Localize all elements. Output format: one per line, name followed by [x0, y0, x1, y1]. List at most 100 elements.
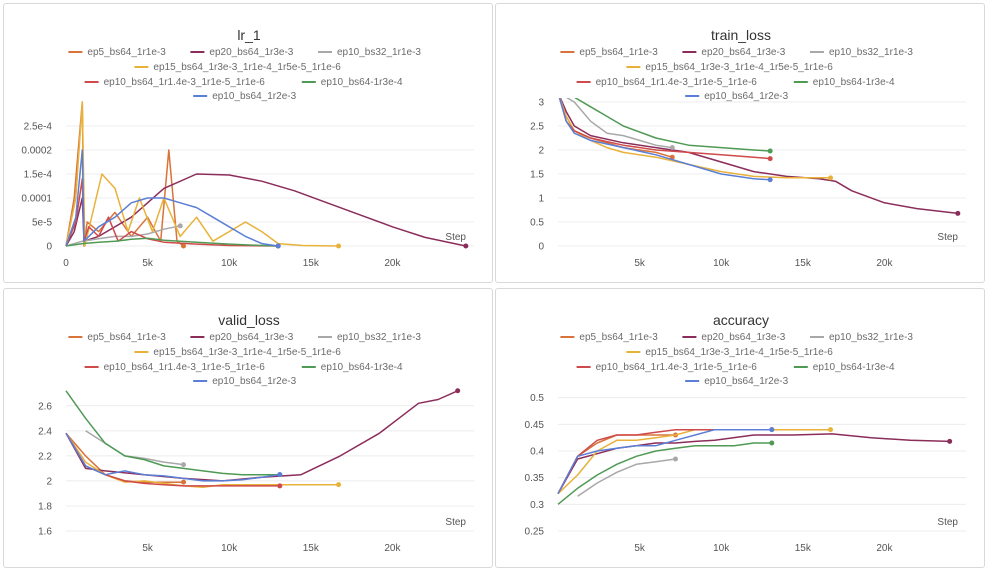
- series-end-point[interactable]: [828, 427, 834, 433]
- legend-item-ep5-bs64-1r1e-3[interactable]: ep5_bs64_1r1e-3: [560, 332, 658, 343]
- x-tick-label: 10k: [713, 543, 730, 554]
- legend-item-ep10-bs32-1r1e-3[interactable]: ep10_bs32_1r1e-3: [318, 47, 421, 58]
- y-tick-label: 1: [538, 194, 544, 205]
- series-line-ep10-bs64-1r2e-3[interactable]: [557, 428, 772, 495]
- x-tick-label: 5k: [634, 258, 646, 269]
- legend-item-ep20-bs64-1r3e-3[interactable]: ep20_bs64_1r3e-3: [682, 47, 786, 58]
- legend-item-ep10-bs64-1r2e-3[interactable]: ep10_bs64_1r2e-3: [685, 376, 789, 387]
- series-end-point[interactable]: [669, 145, 675, 151]
- legend-item-ep10-bs64-1r1-4e-3-1r1e-5-1r1e-6[interactable]: ep10_bs64_1r1.4e-3_1r1e-5_1r1e-6: [84, 77, 266, 88]
- series-end-point[interactable]: [275, 243, 281, 249]
- y-tick-label: 2.5: [530, 122, 544, 133]
- x-axis-label: Step: [445, 232, 466, 243]
- legend-item-ep10-bs64-1r2e-3[interactable]: ep10_bs64_1r2e-3: [193, 376, 297, 387]
- legend-item-ep10-bs32-1r1e-3[interactable]: ep10_bs32_1r1e-3: [810, 47, 913, 58]
- series-line-ep15-bs64-1r3e-3-1r1e-4-1r5e-5-1r1e-6[interactable]: [558, 92, 831, 179]
- series-line-ep10-bs64-1r3e-4[interactable]: [557, 442, 772, 505]
- chart-title: valid_loss: [218, 312, 279, 328]
- series-line-ep10-bs32-1r1e-3[interactable]: [558, 92, 673, 149]
- legend-item-ep10-bs64-1r3e-4[interactable]: ep10_bs64-1r3e-4: [301, 362, 403, 373]
- legend-item-ep15-bs64-1r3e-3-1r1e-4-1r5e-5-1r1e-6[interactable]: ep15_bs64_1r3e-3_1r1e-4_1r5e-5_1r1e-6: [134, 347, 341, 358]
- chart-train-loss[interactable]: train_loss ep5_bs64_1r1e-3 ep20_bs64_1r3e-…: [496, 4, 986, 284]
- series-line-ep20-bs64-1r3e-3[interactable]: [558, 92, 958, 215]
- series-end-point[interactable]: [455, 388, 461, 394]
- y-tick-label: 1.5: [530, 170, 544, 181]
- y-tick-label: 0: [538, 242, 544, 253]
- legend-label: ep20_bs64_1r3e-3: [701, 332, 785, 343]
- legend-item-ep10-bs64-1r2e-3[interactable]: ep10_bs64_1r2e-3: [193, 91, 297, 102]
- chart-panel-accuracy: accuracy ep5_bs64_1r1e-3 ep20_bs64_1r3e-3 e…: [495, 288, 985, 568]
- chart-panel-train-loss: train_loss ep5_bs64_1r1e-3 ep20_bs64_1r3e-…: [495, 3, 985, 283]
- series-end-point[interactable]: [277, 483, 283, 489]
- series-end-point[interactable]: [769, 440, 775, 446]
- series-line-ep5-bs64-1r1e-3[interactable]: [65, 432, 184, 483]
- y-tick-label: 0.3: [530, 500, 544, 511]
- y-tick-label: 0.5: [530, 218, 544, 229]
- y-tick-label: 2.6: [38, 401, 52, 412]
- series-end-point[interactable]: [177, 223, 183, 229]
- chart-valid-loss[interactable]: valid_loss ep5_bs64_1r1e-3 ep20_bs64_1r3e-…: [4, 289, 494, 569]
- series-end-point[interactable]: [767, 177, 773, 183]
- series-end-point[interactable]: [181, 243, 187, 249]
- legend-item-ep10-bs32-1r1e-3[interactable]: ep10_bs32_1r1e-3: [810, 332, 913, 343]
- legend-item-ep5-bs64-1r1e-3[interactable]: ep5_bs64_1r1e-3: [560, 47, 658, 58]
- chart-title: accuracy: [713, 312, 769, 328]
- legend-item-ep10-bs64-1r2e-3[interactable]: ep10_bs64_1r2e-3: [685, 91, 789, 102]
- x-tick-label: 15k: [303, 543, 320, 554]
- legend-item-ep10-bs32-1r1e-3[interactable]: ep10_bs32_1r1e-3: [318, 332, 421, 343]
- legend-item-ep10-bs64-1r3e-4[interactable]: ep10_bs64-1r3e-4: [301, 77, 403, 88]
- legend-item-ep10-bs64-1r3e-4[interactable]: ep10_bs64-1r3e-4: [793, 362, 895, 373]
- series-line-ep10-bs64-1r2e-3[interactable]: [65, 432, 280, 482]
- series-end-point[interactable]: [336, 243, 342, 249]
- legend-item-ep15-bs64-1r3e-3-1r1e-4-1r5e-5-1r1e-6[interactable]: ep15_bs64_1r3e-3_1r1e-4_1r5e-5_1r1e-6: [626, 347, 833, 358]
- series-end-point[interactable]: [463, 243, 469, 249]
- series-line-ep10-bs64-1r3e-4[interactable]: [65, 390, 280, 476]
- series-end-point[interactable]: [767, 148, 773, 154]
- legend-item-ep10-bs64-1r1-4e-3-1r1e-5-1r1e-6[interactable]: ep10_bs64_1r1.4e-3_1r1e-5_1r1e-6: [84, 362, 266, 373]
- y-tick-label: 0.25: [525, 527, 545, 538]
- legend-item-ep10-bs64-1r1-4e-3-1r1e-5-1r1e-6[interactable]: ep10_bs64_1r1.4e-3_1r1e-5_1r1e-6: [576, 362, 758, 373]
- series-line-ep10-bs64-1r3e-4[interactable]: [65, 237, 279, 247]
- legend-item-ep20-bs64-1r3e-3[interactable]: ep20_bs64_1r3e-3: [190, 332, 294, 343]
- series-line-ep20-bs64-1r3e-3[interactable]: [65, 390, 459, 482]
- series-end-point[interactable]: [955, 210, 961, 216]
- x-tick-label: 10k: [221, 543, 238, 554]
- y-tick-label: 2.4: [38, 426, 52, 437]
- series-end-point[interactable]: [277, 472, 283, 478]
- legend-item-ep20-bs64-1r3e-3[interactable]: ep20_bs64_1r3e-3: [190, 47, 294, 58]
- series-line-ep10-bs64-1r3e-4[interactable]: [558, 92, 771, 152]
- chart-panel-lr-1: lr_1 ep5_bs64_1r1e-3 ep20_bs64_1r3e-3 ep10_…: [3, 3, 493, 283]
- series-end-point[interactable]: [336, 482, 342, 488]
- x-axis-label: Step: [937, 232, 958, 243]
- series-end-point[interactable]: [181, 462, 187, 468]
- legend-label: ep10_bs64_1r1.4e-3_1r1e-5_1r1e-6: [596, 362, 758, 373]
- legend-item-ep5-bs64-1r1e-3[interactable]: ep5_bs64_1r1e-3: [68, 47, 166, 58]
- legend-item-ep15-bs64-1r3e-3-1r1e-4-1r5e-5-1r1e-6[interactable]: ep15_bs64_1r3e-3_1r1e-4_1r5e-5_1r1e-6: [626, 62, 833, 73]
- x-tick-label: 10k: [221, 258, 238, 269]
- chart-lr-1[interactable]: lr_1 ep5_bs64_1r1e-3 ep20_bs64_1r3e-3 ep10_…: [4, 4, 494, 284]
- series-line-ep10-bs32-1r1e-3[interactable]: [577, 458, 676, 497]
- series-line-ep20-bs64-1r3e-3[interactable]: [557, 433, 950, 495]
- legend-item-ep10-bs64-1r3e-4[interactable]: ep10_bs64-1r3e-4: [793, 77, 895, 88]
- x-tick-label: 10k: [713, 258, 730, 269]
- series-end-point[interactable]: [828, 175, 834, 181]
- series-end-point[interactable]: [181, 479, 187, 485]
- x-tick-label: 5k: [142, 258, 154, 269]
- y-tick-label: 3: [538, 98, 544, 109]
- legend-item-ep15-bs64-1r3e-3-1r1e-4-1r5e-5-1r1e-6[interactable]: ep15_bs64_1r3e-3_1r1e-4_1r5e-5_1r1e-6: [134, 62, 341, 73]
- series-line-ep10-bs64-1r1-4e-3-1r1e-5-1r1e-6[interactable]: [557, 428, 772, 495]
- legend-item-ep10-bs64-1r1-4e-3-1r1e-5-1r1e-6[interactable]: ep10_bs64_1r1.4e-3_1r1e-5_1r1e-6: [576, 77, 758, 88]
- legend-item-ep5-bs64-1r1e-3[interactable]: ep5_bs64_1r1e-3: [68, 332, 166, 343]
- chart-title: lr_1: [237, 27, 261, 43]
- series-end-point[interactable]: [769, 427, 775, 433]
- series-line-ep15-bs64-1r3e-3-1r1e-4-1r5e-5-1r1e-6[interactable]: [65, 101, 339, 247]
- legend-item-ep20-bs64-1r3e-3[interactable]: ep20_bs64_1r3e-3: [682, 332, 786, 343]
- series-line-ep10-bs64-1r2e-3[interactable]: [65, 149, 279, 247]
- series-end-point[interactable]: [673, 456, 679, 462]
- series-end-point[interactable]: [947, 438, 953, 444]
- y-tick-label: 0.5: [530, 393, 544, 404]
- x-tick-label: 5k: [634, 543, 646, 554]
- series-line-ep10-bs64-1r2e-3[interactable]: [558, 92, 771, 181]
- series-end-point[interactable]: [767, 156, 773, 162]
